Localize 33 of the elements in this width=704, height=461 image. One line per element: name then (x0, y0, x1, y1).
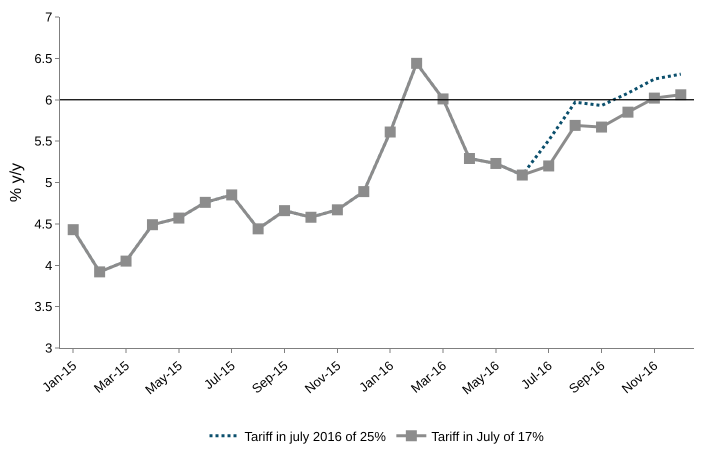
point (332, 204, 343, 216)
y-tick-label: 4.5 (34, 216, 52, 232)
point (622, 106, 634, 118)
point (490, 158, 502, 169)
y-axis-title: % y/y (8, 162, 26, 202)
point (570, 120, 581, 131)
point (120, 256, 132, 267)
y-tick-label: 5.5 (34, 134, 52, 149)
point (596, 122, 608, 133)
y-tick-label: 4 (45, 258, 52, 273)
point (411, 58, 422, 69)
point (200, 196, 211, 208)
point (464, 153, 475, 164)
point (358, 186, 370, 198)
point (173, 212, 184, 224)
y-tick-label: 7 (45, 10, 52, 25)
y-tick-label: 5 (45, 175, 52, 190)
legend-label: Tariff in july 2016 of 25% (244, 428, 386, 444)
point (516, 170, 528, 181)
y-tick-label: 6 (45, 92, 52, 108)
point (305, 212, 316, 223)
point (146, 219, 158, 230)
y-tick-label: 6.5 (34, 50, 52, 66)
point (252, 223, 264, 234)
y-tick-label: 3.5 (34, 299, 52, 314)
point (68, 224, 79, 236)
y-tick-label: 3 (45, 340, 52, 356)
point (226, 189, 238, 200)
point (384, 126, 396, 138)
point (279, 205, 290, 216)
point (543, 160, 554, 172)
legend-label: Tariff in July of 17% (431, 428, 544, 444)
point (94, 266, 106, 278)
